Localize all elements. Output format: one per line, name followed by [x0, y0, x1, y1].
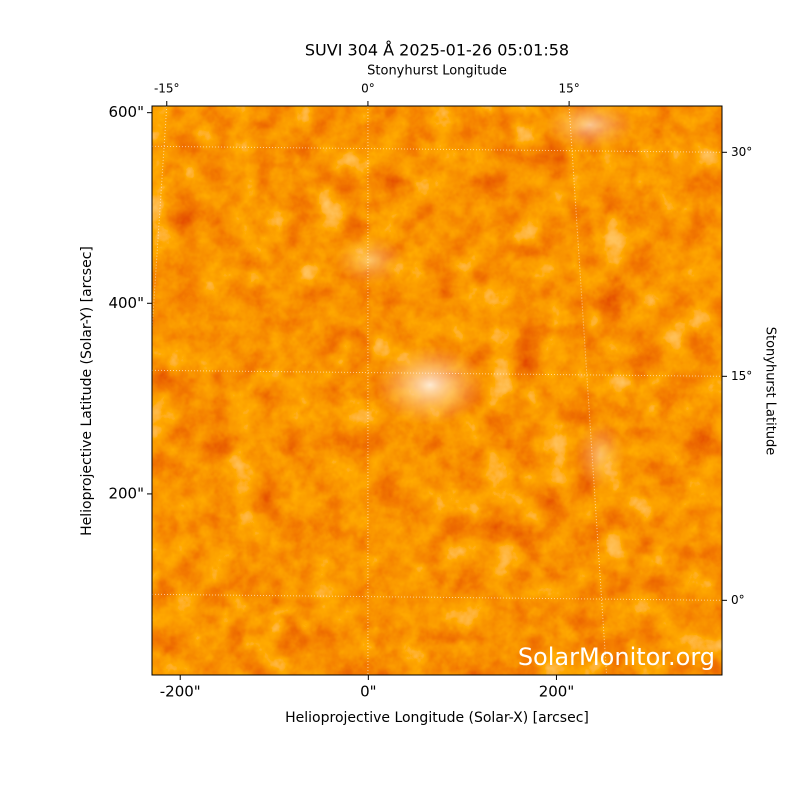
x2-tick-label: -15°: [154, 82, 180, 96]
y-tick-label: 200": [108, 484, 144, 502]
y-tick-label: 600": [108, 103, 144, 121]
plot-frame: [151, 105, 723, 676]
grid-line: [568, 105, 608, 676]
x-label: Helioprojective Longitude (Solar-X) [arc…: [285, 710, 589, 726]
x-tick-label: -200": [160, 683, 201, 701]
x2-tick-label: 15°: [558, 82, 579, 96]
grid-line: [151, 593, 723, 601]
grid-line: [151, 369, 723, 377]
solar-image: [152, 106, 722, 675]
y2-tick-label: 15°: [731, 369, 752, 383]
watermark: SolarMonitor.org: [518, 643, 715, 671]
y-label: Helioprojective Latitude (Solar-Y) [arcs…: [79, 246, 95, 536]
title: SUVI 304 Å 2025-01-26 05:01:58: [305, 41, 569, 60]
y2-tick-label: 30°: [731, 145, 752, 159]
grid-line: [151, 145, 723, 153]
x2-tick-label: 0°: [361, 82, 375, 96]
y-tick-label: 400": [108, 294, 144, 312]
x2-label: Stonyhurst Longitude: [367, 64, 507, 79]
x-tick-label: 0": [360, 683, 376, 701]
y2-label: Stonyhurst Latitude: [763, 327, 778, 456]
y2-tick-label: 0°: [731, 593, 745, 607]
grid-line: [128, 105, 168, 676]
x-tick-label: 200": [539, 683, 575, 701]
